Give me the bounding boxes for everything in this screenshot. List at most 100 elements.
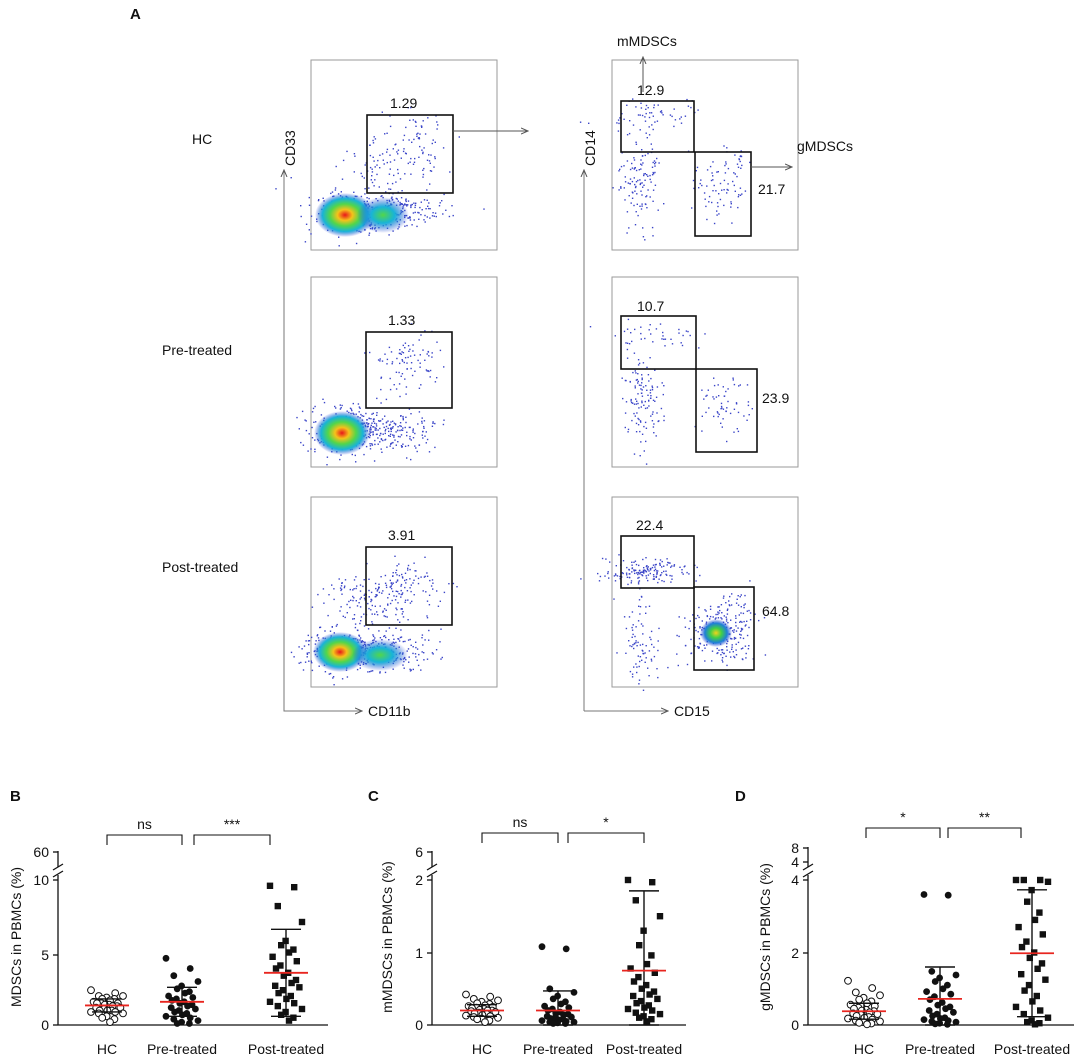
flow-dot: [678, 635, 680, 638]
flow-dot: [368, 187, 370, 189]
flow-dot: [733, 184, 735, 187]
flow-dot: [449, 171, 451, 173]
flow-dot: [401, 360, 404, 362]
flow-dot: [424, 133, 427, 135]
flow-dot: [374, 179, 376, 181]
flow-dot: [639, 613, 641, 615]
data-point: [275, 989, 282, 997]
flow-dot: [685, 330, 688, 332]
flow-dot: [638, 576, 640, 579]
flow-dot: [616, 575, 619, 577]
flow-dot: [644, 661, 646, 663]
flow-dot: [643, 174, 645, 177]
flow-dot: [452, 214, 454, 217]
data-point: [266, 882, 274, 889]
flow-dot: [412, 163, 415, 165]
flow-dot: [696, 566, 698, 569]
flow-dot: [719, 609, 721, 612]
flow-dot: [721, 651, 724, 654]
flow-dot: [332, 677, 334, 679]
flow-dot: [422, 644, 424, 646]
flow-dot: [360, 172, 362, 175]
flow-dot: [393, 174, 395, 177]
flow-dot: [680, 122, 683, 124]
flow-dot: [392, 668, 394, 670]
flow-dot: [741, 658, 744, 660]
flow-dot: [646, 389, 648, 391]
flow-dot: [637, 424, 640, 426]
data-point: [952, 1018, 960, 1026]
flow-dot: [624, 379, 627, 382]
flow-dot: [328, 673, 330, 675]
flow-dot: [419, 145, 421, 148]
data-point: [186, 1014, 194, 1022]
flow-dot: [368, 607, 370, 610]
flow-dot: [402, 640, 404, 643]
flow-dot: [635, 181, 638, 183]
flow-dot: [346, 612, 348, 614]
flow-dot: [420, 214, 422, 216]
flow-dot: [369, 426, 372, 428]
data-point: [277, 962, 284, 969]
flow-dot: [748, 626, 750, 629]
flow-dot: [306, 656, 308, 658]
flow-dot: [642, 569, 645, 571]
data-point: [298, 918, 306, 926]
data-point: [549, 995, 557, 1003]
flow-dot: [638, 679, 641, 681]
flow-dot: [705, 610, 707, 612]
flow-dot: [650, 395, 652, 397]
flow-dot: [647, 374, 650, 376]
flow-dot: [639, 660, 641, 663]
flow-dot: [647, 568, 649, 571]
flow-dot: [392, 575, 394, 577]
flow-dot: [369, 144, 371, 146]
flow-dot: [318, 665, 320, 667]
flow-dot: [716, 652, 718, 655]
flow-dot: [639, 114, 641, 116]
flow-dot: [639, 179, 641, 181]
flow-dot: [659, 564, 661, 566]
flow-dot: [369, 428, 371, 430]
flow-dot: [298, 646, 300, 648]
flow-dot: [701, 415, 703, 417]
flow-dot: [399, 429, 401, 432]
flow-dot: [376, 173, 378, 176]
flow-dot: [405, 198, 407, 200]
flow-dot: [634, 183, 636, 186]
flow-dot: [416, 648, 419, 650]
flow-dot: [421, 637, 423, 639]
flow-dot: [677, 664, 679, 667]
flow-dot: [431, 215, 434, 217]
flow-dot: [403, 361, 405, 364]
flow-dot: [392, 434, 394, 436]
flow-dot: [412, 652, 414, 655]
flow-dot: [712, 175, 714, 177]
flow-dot: [388, 627, 391, 629]
flow-dot: [657, 420, 659, 423]
flow-dot: [660, 110, 663, 112]
gate-pre-gmdsc: [695, 368, 758, 453]
flow-dot: [661, 572, 663, 574]
flow-dot: [332, 676, 335, 678]
flow-dot: [339, 404, 341, 406]
flow-dot: [623, 165, 625, 167]
flow-dot: [412, 431, 414, 433]
flow-dot: [713, 384, 716, 387]
flow-dot: [400, 585, 402, 587]
flow-dot: [689, 620, 691, 622]
data-point: [635, 973, 642, 981]
flow-dot: [637, 373, 639, 375]
flow-dot: [385, 398, 388, 401]
flow-dot: [640, 332, 642, 335]
flow-dot: [654, 369, 656, 371]
flow-dot: [631, 180, 634, 183]
flow-dot: [632, 402, 634, 404]
data-point: [950, 1008, 957, 1016]
flow-dot: [646, 567, 648, 569]
flow-dot: [385, 428, 387, 431]
flow-dot: [726, 664, 728, 667]
flow-dot: [359, 590, 362, 592]
flow-dot: [631, 419, 633, 422]
flow-dot: [637, 577, 639, 579]
